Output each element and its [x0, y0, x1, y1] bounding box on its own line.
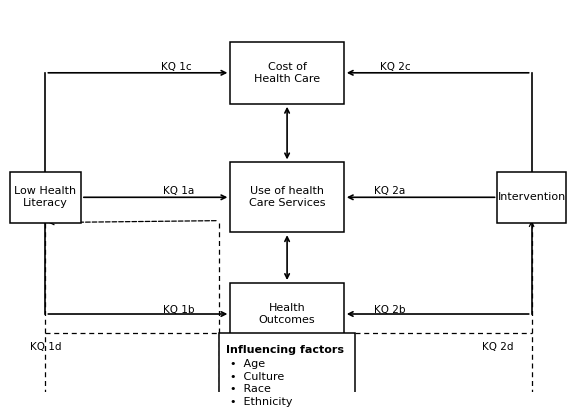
Text: KQ 2a: KQ 2a [374, 187, 405, 196]
Text: KQ 1c: KQ 1c [161, 62, 192, 72]
Text: Cost of
Health Care: Cost of Health Care [254, 62, 320, 83]
Text: •  Culture: • Culture [230, 372, 284, 382]
Text: Intervention: Intervention [497, 192, 565, 202]
Text: Use of health
Care Services: Use of health Care Services [249, 187, 325, 208]
Bar [10, 172, 81, 222]
Text: KQ 2b: KQ 2b [374, 305, 405, 315]
Text: •  Age: • Age [230, 359, 265, 369]
Text: KQ 1d: KQ 1d [29, 342, 61, 352]
Bar [230, 42, 344, 104]
Text: KQ 1b: KQ 1b [163, 305, 195, 315]
Text: Influencing factors: Influencing factors [226, 345, 344, 355]
Bar [230, 162, 344, 232]
Text: KQ 2d: KQ 2d [482, 342, 513, 352]
Bar [497, 172, 565, 222]
Text: Health
Outcomes: Health Outcomes [258, 303, 316, 325]
Text: Low Health
Literacy: Low Health Literacy [14, 187, 77, 208]
Text: •  Race: • Race [230, 384, 271, 394]
Text: KQ 1a: KQ 1a [163, 187, 194, 196]
Bar [230, 283, 344, 345]
Text: •  Ethnicity: • Ethnicity [230, 397, 293, 407]
Text: KQ 2c: KQ 2c [380, 62, 410, 72]
Bar [219, 333, 355, 400]
